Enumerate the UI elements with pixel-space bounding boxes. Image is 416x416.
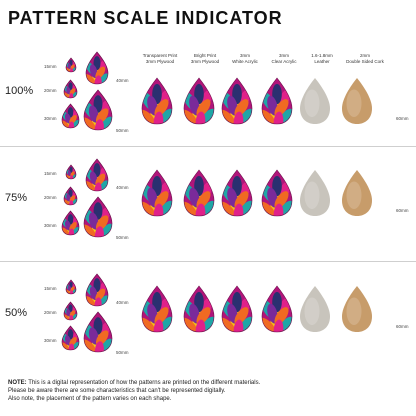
small-drop-50mm xyxy=(83,89,113,131)
material-drop-pattern xyxy=(141,169,173,217)
small-drop-40mm xyxy=(85,158,109,192)
material-drop-leather xyxy=(300,78,330,124)
material-header-line-2: 3mm Plywood xyxy=(145,58,175,64)
size-label-15mm: 15mm xyxy=(44,64,57,69)
page-title: PATTERN SCALE INDICATOR xyxy=(8,8,283,28)
small-drop-30mm xyxy=(61,325,80,351)
material-header: Bright Print 3mm Plywood xyxy=(175,53,235,64)
size-label-50mm: 50mm xyxy=(116,350,129,355)
material-drop-pattern xyxy=(183,169,215,217)
scale-percent-label: 75% xyxy=(5,192,28,204)
material-drop-cork xyxy=(342,286,372,332)
material-header-line-2: 3mm Plywood xyxy=(190,58,220,64)
section-divider xyxy=(0,261,416,262)
size-label-20mm: 20mm xyxy=(44,310,57,315)
small-drop-50mm xyxy=(83,311,113,353)
size-label-40mm: 40mm xyxy=(116,300,129,305)
material-drop-leather xyxy=(300,286,330,332)
material-drop-pattern xyxy=(261,169,293,217)
small-drop-20mm xyxy=(63,186,78,206)
material-drop-pattern xyxy=(183,77,215,125)
small-drop-30mm xyxy=(61,103,80,129)
size-label-40mm: 40mm xyxy=(116,185,129,190)
size-label-30mm: 30mm xyxy=(44,338,57,343)
size-label-30mm: 30mm xyxy=(44,223,57,228)
small-drop-40mm xyxy=(85,51,109,85)
material-header-line-1: 2mm xyxy=(360,53,370,58)
size-label-30mm: 30mm xyxy=(44,116,57,121)
size-label-40mm: 40mm xyxy=(116,78,129,83)
row-size-label-60mm: 60mm xyxy=(396,116,409,121)
material-header-line-1: 3mm xyxy=(240,53,250,58)
material-header-line-2: Double Sided Cork xyxy=(346,58,384,64)
material-drop-pattern xyxy=(221,285,253,333)
material-header-line-1: 1.6-1.8mm xyxy=(311,53,333,58)
material-drop-pattern xyxy=(261,77,293,125)
material-header: 3mm Clear Acrylic xyxy=(254,53,314,64)
small-drop-50mm xyxy=(83,196,113,238)
material-drop-pattern xyxy=(141,285,173,333)
small-drop-20mm xyxy=(63,79,78,99)
material-drop-cork xyxy=(342,170,372,216)
small-drop-15mm xyxy=(65,164,77,180)
material-drop-pattern xyxy=(261,285,293,333)
material-drop-pattern xyxy=(141,77,173,125)
note-label: NOTE: xyxy=(8,380,27,386)
material-header: Transparent Print 3mm Plywood xyxy=(130,53,190,64)
material-header-line-2: Clear Acrylic xyxy=(271,58,297,64)
size-label-50mm: 50mm xyxy=(116,235,129,240)
scale-percent-label: 100% xyxy=(5,85,34,97)
material-drop-cork xyxy=(342,78,372,124)
material-drop-pattern xyxy=(183,285,215,333)
size-label-50mm: 50mm xyxy=(116,128,129,133)
size-label-15mm: 15mm xyxy=(44,171,57,176)
material-header: 2mm Double Sided Cork xyxy=(335,53,395,64)
material-header: 3mm White Acrylic xyxy=(215,53,275,64)
size-label-15mm: 15mm xyxy=(44,286,57,291)
material-header-line-1: Transparent Print xyxy=(142,53,178,58)
size-label-20mm: 20mm xyxy=(44,195,57,200)
small-drop-15mm xyxy=(65,279,77,295)
row-size-label-60mm: 60mm xyxy=(396,324,409,329)
small-drop-15mm xyxy=(65,57,77,73)
material-drop-leather xyxy=(300,170,330,216)
size-label-20mm: 20mm xyxy=(44,88,57,93)
material-drop-pattern xyxy=(221,169,253,217)
material-header: 1.6-1.8mm Leather xyxy=(292,53,352,64)
material-header-line-1: 3mm xyxy=(279,53,289,58)
row-size-label-60mm: 60mm xyxy=(396,208,409,213)
material-drop-pattern xyxy=(221,77,253,125)
note-line-1: This is a digital representation of how … xyxy=(26,380,261,386)
footer-note: NOTE: This is a digital representation o… xyxy=(8,379,408,403)
note-line-3: Also note, the placement of the pattern … xyxy=(8,396,172,402)
note-line-2: Please be aware there are some character… xyxy=(8,388,226,394)
small-drop-40mm xyxy=(85,273,109,307)
material-header-line-2: White Acrylic xyxy=(232,58,258,64)
small-drop-20mm xyxy=(63,301,78,321)
section-divider xyxy=(0,146,416,147)
small-drop-30mm xyxy=(61,210,80,236)
material-header-line-1: Bright Print xyxy=(193,53,217,58)
material-header-line-2: Leather xyxy=(314,58,330,64)
scale-percent-label: 50% xyxy=(5,307,28,319)
